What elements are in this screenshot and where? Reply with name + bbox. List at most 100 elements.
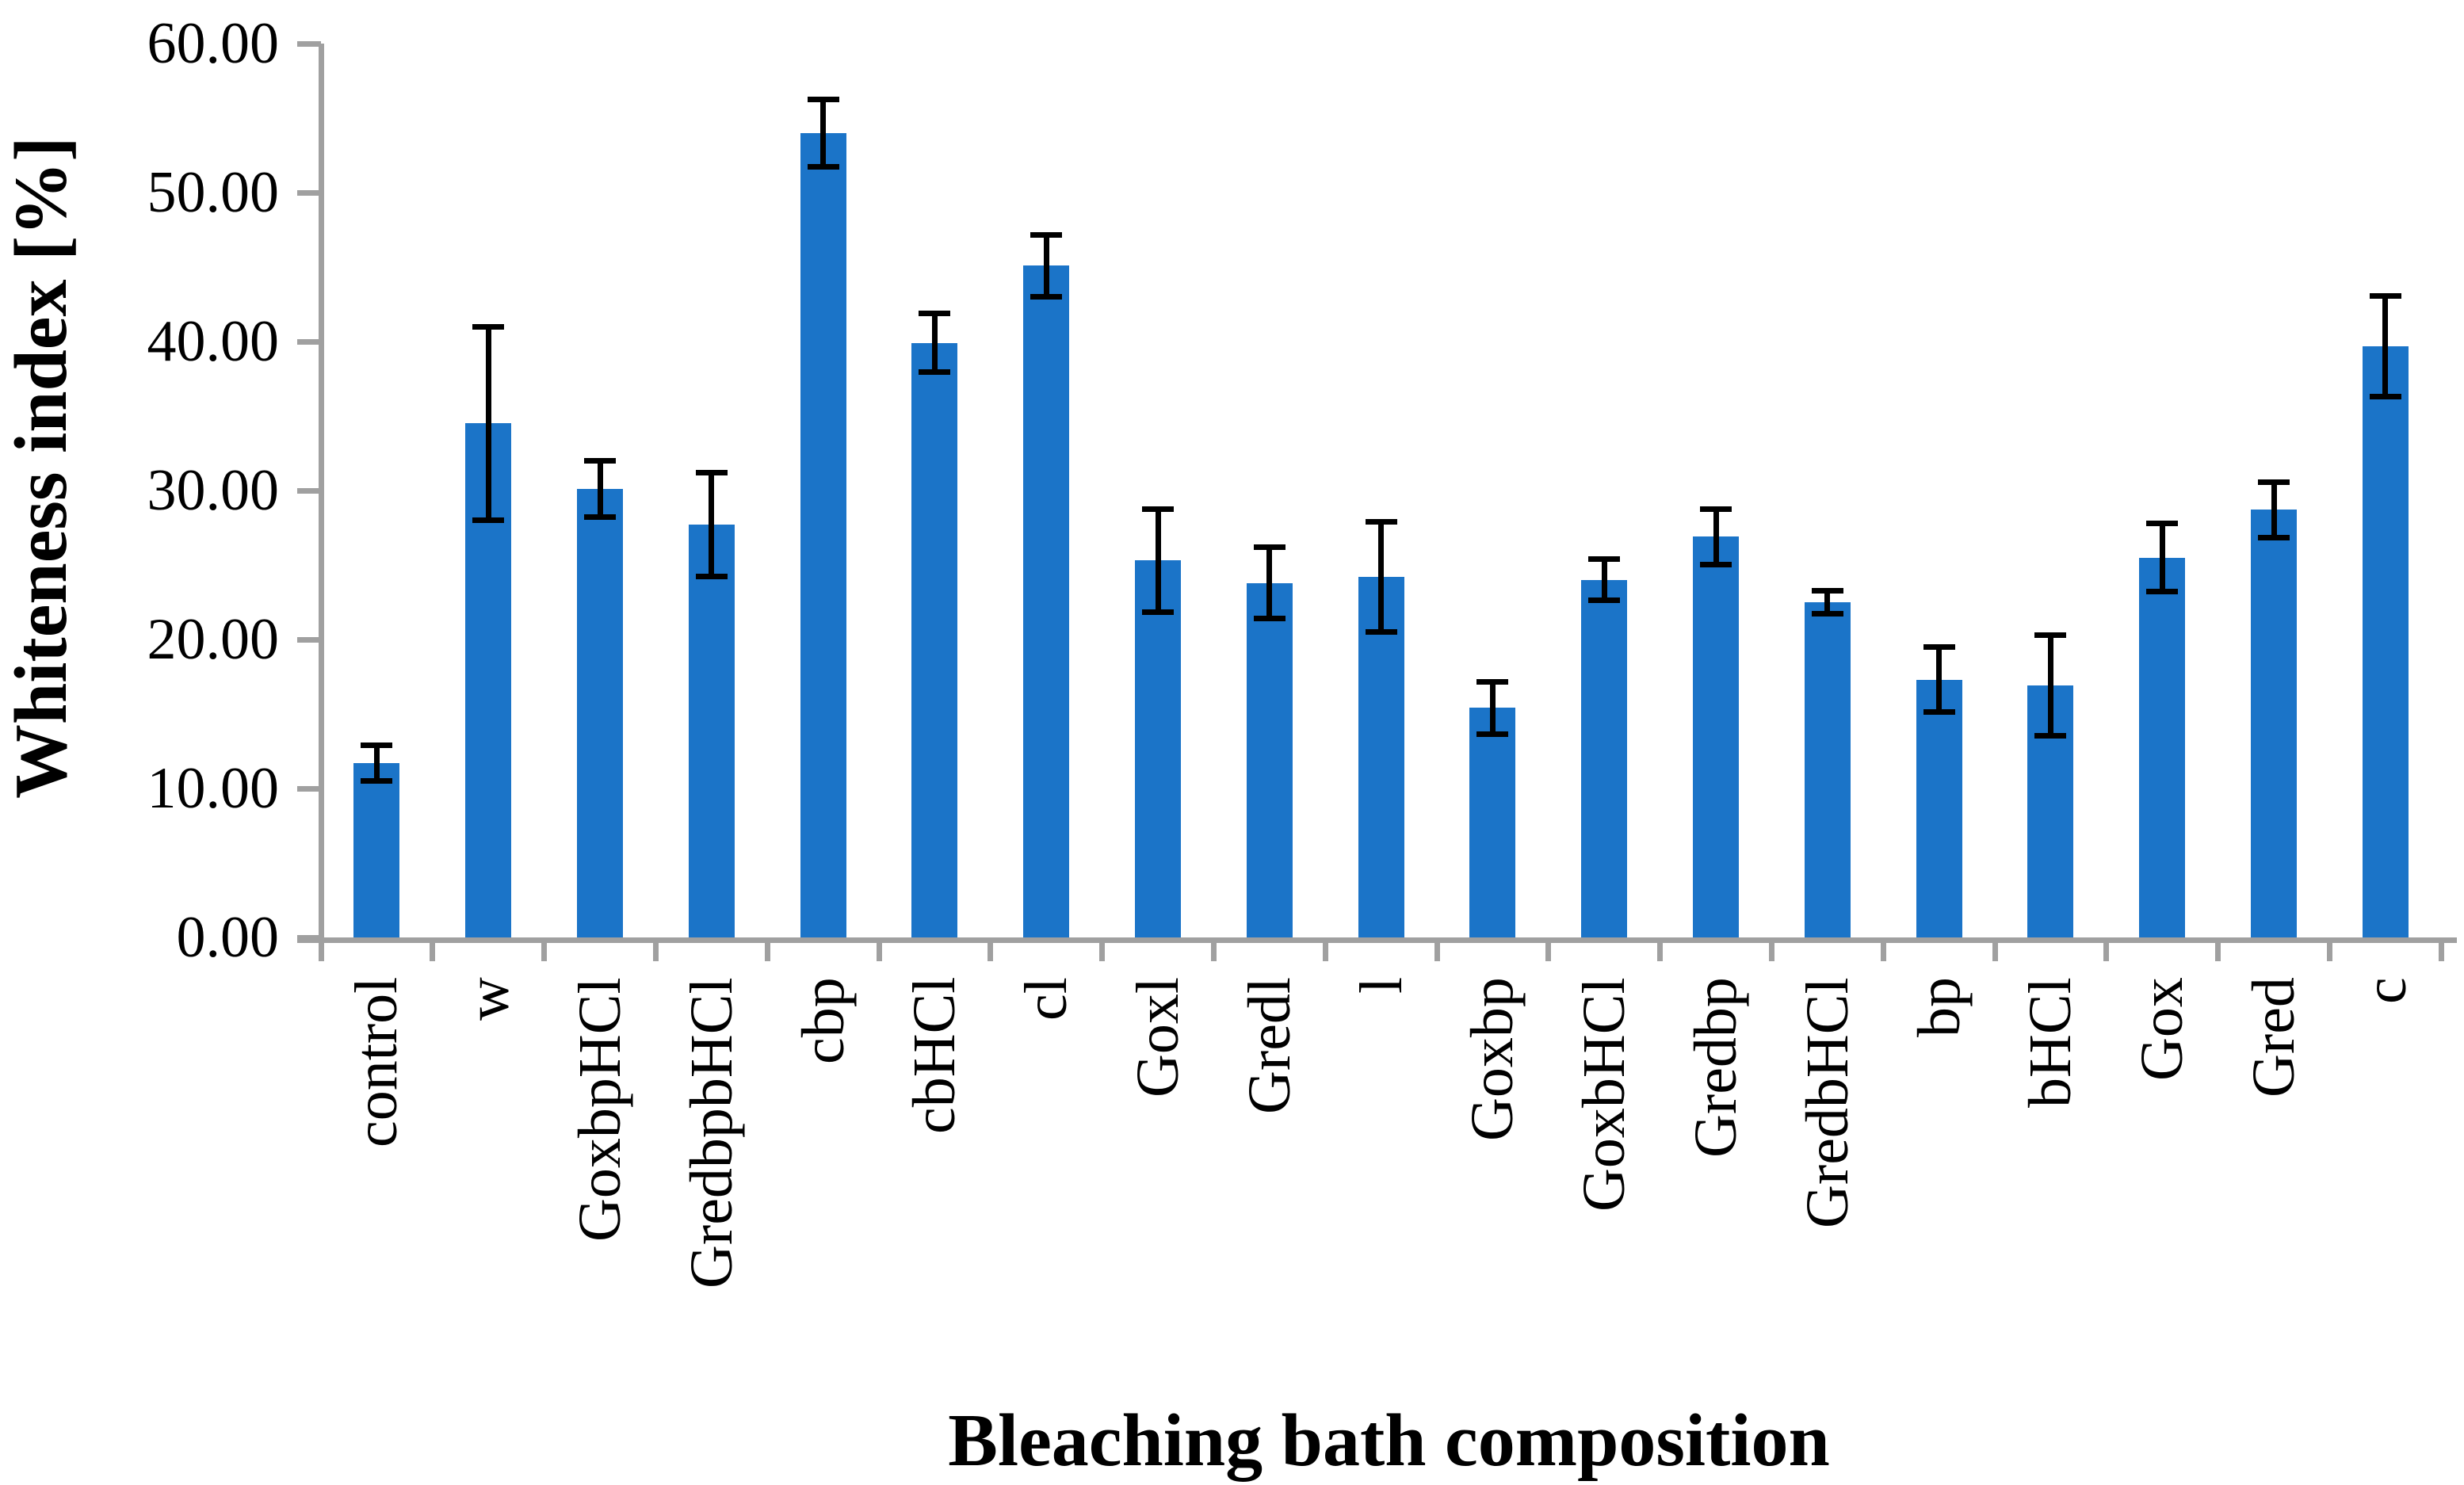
error-bar-cap-top (472, 324, 505, 330)
error-bar-line (1378, 521, 1385, 632)
error-bar-line (1043, 234, 1049, 297)
error-bar-cap-bottom (2258, 535, 2290, 541)
bar (800, 132, 846, 937)
x-axis-tick (988, 937, 994, 961)
error-bar-line (1936, 647, 1943, 713)
bar (1581, 579, 1628, 937)
x-axis-tick (1992, 937, 1998, 961)
error-bar-line (1713, 508, 1719, 565)
error-bar-cap-bottom (1923, 709, 1955, 716)
error-bar-line (931, 313, 938, 373)
error-bar-cap-top (695, 470, 728, 476)
error-bar-cap-top (1700, 506, 1732, 512)
bar (1916, 679, 1962, 937)
category-label: Gredbp (1683, 977, 1749, 1158)
x-axis-tick (2103, 937, 2110, 961)
y-tick-label: 10.00 (147, 756, 280, 821)
error-bar-cap-bottom (1030, 293, 1063, 300)
error-bar-cap-top (361, 742, 393, 749)
error-bar-cap-top (1923, 644, 1955, 651)
error-bar-cap-top (1030, 231, 1063, 238)
error-bar-cap-top (1588, 556, 1621, 563)
x-axis-tick (541, 937, 548, 961)
error-bar-cap-bottom (1700, 562, 1732, 567)
category-label: GredbpbHCl (678, 977, 745, 1288)
error-bar-line (1266, 547, 1273, 619)
y-tick-label: 50.00 (147, 160, 280, 225)
category-label: cbHCl (901, 977, 968, 1135)
error-bar-line (1824, 590, 1831, 615)
x-axis-tick (430, 937, 436, 961)
error-bar-line (2047, 635, 2053, 737)
error-bar-cap-top (807, 96, 839, 102)
category-label: GoxbpHCl (567, 977, 633, 1242)
error-bar-line (820, 98, 827, 168)
error-bar-line (709, 472, 715, 578)
bar (353, 763, 400, 937)
error-bar-cap-bottom (1811, 611, 1843, 617)
x-axis-tick (876, 937, 882, 961)
error-bar-line (2382, 295, 2389, 397)
x-axis-tick (1880, 937, 1886, 961)
error-bar-cap-bottom (807, 164, 839, 170)
error-bar-cap-top (2146, 521, 2179, 527)
error-bar-cap-bottom (1253, 615, 1285, 621)
error-bar-cap-bottom (695, 574, 728, 580)
error-bar-cap-bottom (361, 777, 393, 784)
bar (1804, 602, 1851, 937)
category-label: control (343, 977, 411, 1148)
x-axis-tick (1545, 937, 1552, 961)
category-label: GredbHCl (1794, 977, 1861, 1228)
category-label: Goxbp (1459, 977, 1526, 1141)
category-label: cbp (789, 977, 857, 1064)
error-bar-line (373, 745, 380, 781)
x-axis-tick (652, 937, 659, 961)
bar (2362, 345, 2409, 937)
error-bar-cap-bottom (1588, 597, 1621, 604)
y-axis-line (318, 44, 324, 961)
y-axis-tick (297, 189, 321, 196)
error-bar-line (597, 460, 603, 517)
bar (1023, 265, 1070, 937)
error-bar-line (485, 326, 491, 521)
error-bar-cap-bottom (472, 517, 505, 523)
error-bar-line (2271, 481, 2277, 539)
error-bar-cap-bottom (584, 513, 616, 520)
y-tick-label: 20.00 (147, 607, 280, 672)
bar (577, 489, 623, 937)
category-label: l (1347, 977, 1415, 994)
error-bar-cap-top (1253, 544, 1285, 551)
y-axis-tick (297, 40, 321, 47)
x-axis-tick (1210, 937, 1217, 961)
error-bar-cap-top (584, 458, 616, 464)
category-label: bp (1905, 977, 1973, 1037)
error-bar-cap-bottom (2034, 733, 2067, 739)
error-bar-cap-bottom (1476, 731, 1509, 738)
x-axis-tick (2438, 937, 2444, 961)
x-axis-tick (1657, 937, 1664, 961)
error-bar-cap-bottom (2369, 393, 2401, 399)
bar (911, 342, 958, 937)
error-bar-cap-top (2369, 292, 2401, 299)
error-bar-cap-top (2258, 479, 2290, 485)
bar (2251, 510, 2297, 937)
x-axis-tick (764, 937, 770, 961)
y-axis-tick (297, 636, 321, 643)
error-bar-line (1489, 681, 1496, 735)
error-bar-cap-bottom (1365, 628, 1397, 635)
error-bar-line (2159, 523, 2165, 592)
y-axis-tick (297, 785, 321, 792)
category-label: Gredl (1236, 977, 1303, 1115)
bar (1469, 708, 1516, 937)
error-bar-cap-top (1476, 678, 1509, 685)
error-bar-cap-bottom (919, 369, 951, 376)
bar (1135, 560, 1181, 937)
error-bar-cap-top (2034, 632, 2067, 639)
error-bar-line (1601, 559, 1607, 601)
bar (1358, 577, 1404, 937)
error-bar-cap-top (1142, 506, 1174, 512)
error-bar-cap-top (1811, 587, 1843, 594)
category-label: c (2351, 977, 2419, 1004)
error-bar-cap-bottom (2146, 588, 2179, 594)
